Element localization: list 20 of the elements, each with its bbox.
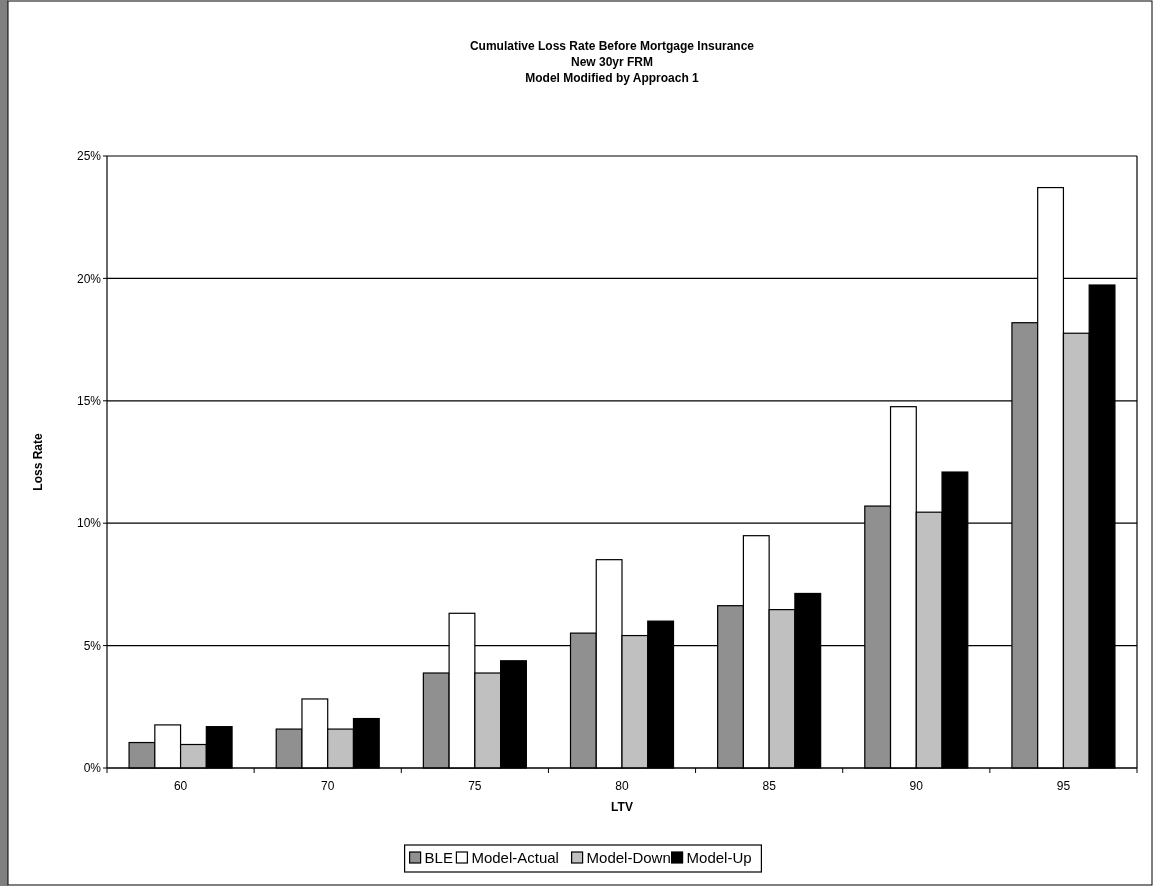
y-axis-title: Loss Rate — [31, 433, 45, 491]
x-tick-label: 80 — [615, 779, 629, 793]
x-tick-label: 90 — [909, 779, 924, 793]
x-tick-label: 70 — [321, 779, 335, 793]
x-tick-label: 85 — [762, 779, 777, 793]
chart-title: Cumulative Loss Rate Before Mortgage Insurance New 30yr FRM Model Modified by Approach 1 — [469, 39, 755, 85]
y-tick-label: 10% — [76, 516, 102, 531]
legend-label: Model-Up — [686, 849, 752, 867]
y-tick-label: 20% — [76, 271, 102, 286]
x-tick-label: 75 — [468, 779, 482, 793]
legend-label: Model-Down — [586, 849, 671, 867]
y-tick-label: 25% — [76, 149, 102, 164]
x-tick-label: 95 — [1056, 779, 1071, 793]
x-tick-label: 60 — [173, 779, 188, 793]
y-tick-label: 5% — [83, 638, 102, 653]
x-axis-title: LTV — [611, 800, 633, 814]
y-tick-label: 0% — [83, 761, 102, 776]
y-tick-label: 15% — [76, 394, 102, 408]
legend-label: Model-Actual — [471, 849, 559, 867]
legend-label: BLE — [424, 849, 453, 867]
